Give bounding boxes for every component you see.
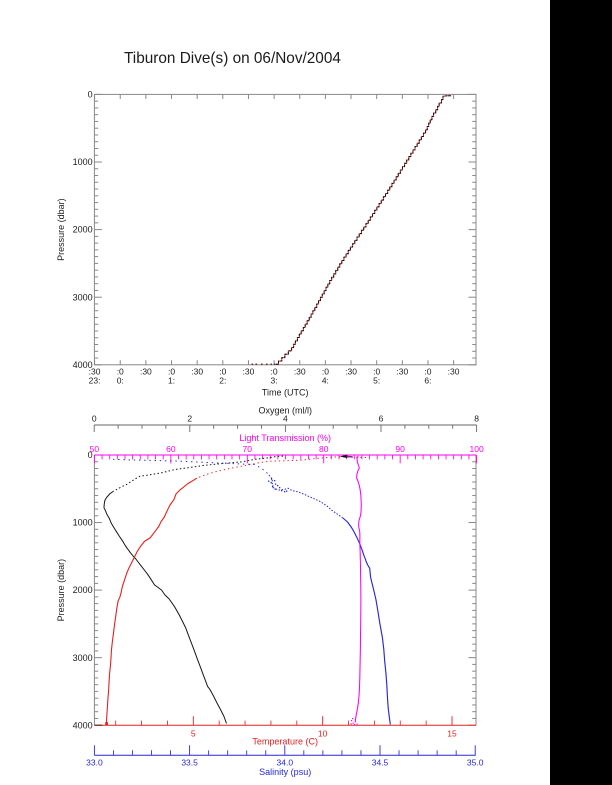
svg-text:Light Transmission (%): Light Transmission (%) [239,433,331,443]
svg-text:5: 5 [191,728,196,738]
svg-text::0: :0 [424,366,431,376]
svg-text:33.0: 33.0 [86,757,103,767]
svg-text:0: 0 [88,450,93,460]
svg-text:2:: 2: [219,375,226,385]
svg-text::0: :0 [373,366,380,376]
svg-text:2000: 2000 [73,225,93,235]
svg-text:70: 70 [243,444,253,454]
svg-text::30: :30 [89,366,101,376]
svg-text:10: 10 [318,728,328,738]
svg-text:23:: 23: [89,375,101,385]
svg-text:1000: 1000 [73,518,93,528]
svg-text::30: :30 [191,366,203,376]
svg-text:1:: 1: [168,375,175,385]
svg-text:80: 80 [319,444,329,454]
svg-text::0: :0 [168,366,175,376]
svg-text:60: 60 [166,444,176,454]
svg-text::0: :0 [271,366,278,376]
svg-text::30: :30 [396,366,408,376]
svg-text:8: 8 [474,413,479,423]
svg-text:34.0: 34.0 [277,757,294,767]
svg-text::30: :30 [345,366,357,376]
svg-text:4000: 4000 [73,360,93,370]
svg-text:3:: 3: [271,375,278,385]
svg-text:6:: 6: [424,375,431,385]
svg-text:5:: 5: [373,375,380,385]
svg-text:Pressure (dbar): Pressure (dbar) [56,198,66,261]
svg-text:33.5: 33.5 [181,757,198,767]
svg-text:15: 15 [447,728,457,738]
svg-text:4: 4 [283,413,288,423]
svg-text:100: 100 [470,444,484,454]
svg-text:0:: 0: [117,375,124,385]
svg-text:3000: 3000 [73,653,93,663]
svg-text::30: :30 [448,366,460,376]
svg-text:90: 90 [395,444,405,454]
svg-text::30: :30 [243,366,255,376]
svg-text:Temperature (C): Temperature (C) [252,736,318,746]
svg-text:3000: 3000 [73,292,93,302]
svg-text:Oxygen (ml/l): Oxygen (ml/l) [258,405,312,415]
svg-text:2000: 2000 [73,585,93,595]
svg-text:0: 0 [88,90,93,100]
svg-text::30: :30 [294,366,306,376]
svg-text:4000: 4000 [73,720,93,730]
svg-text::0: :0 [219,366,226,376]
svg-text:Time (UTC): Time (UTC) [262,388,309,398]
svg-text:6: 6 [379,413,384,423]
svg-text:2: 2 [187,413,192,423]
svg-text:Tiburon Dive(s) on 06/Nov/2004: Tiburon Dive(s) on 06/Nov/2004 [124,50,341,67]
svg-text:1000: 1000 [73,157,93,167]
svg-text::0: :0 [117,366,124,376]
svg-text:4:: 4: [322,375,329,385]
svg-text::30: :30 [140,366,152,376]
svg-text:Salinity (psu): Salinity (psu) [259,767,311,777]
svg-text:0: 0 [92,413,97,423]
svg-text:Pressure (dbar): Pressure (dbar) [56,559,66,622]
svg-text:34.5: 34.5 [372,757,389,767]
svg-text:50: 50 [90,444,100,454]
svg-text:35.0: 35.0 [467,757,484,767]
svg-text::0: :0 [322,366,329,376]
